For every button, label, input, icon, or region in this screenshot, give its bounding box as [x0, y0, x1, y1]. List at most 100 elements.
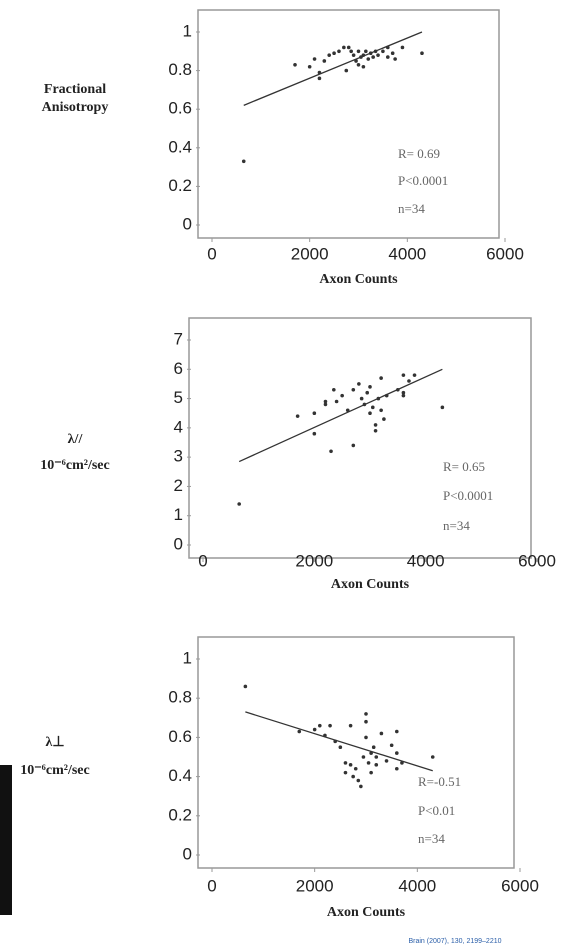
- point: [364, 719, 368, 724]
- point: [338, 745, 343, 749]
- point: [368, 411, 372, 416]
- point: [374, 763, 379, 767]
- point: [332, 51, 336, 56]
- point: [395, 766, 399, 771]
- point: [345, 408, 350, 413]
- point: [401, 373, 406, 377]
- point: [295, 414, 300, 418]
- y-tick-label: 0: [174, 534, 183, 553]
- point: [328, 723, 332, 728]
- point: [376, 396, 381, 401]
- point: [389, 743, 394, 748]
- point: [241, 159, 246, 164]
- point: [364, 735, 368, 740]
- point: [318, 723, 322, 728]
- point: [337, 49, 341, 54]
- point: [369, 751, 373, 755]
- point: [357, 382, 361, 386]
- point: [243, 684, 248, 689]
- point: [323, 733, 327, 738]
- point: [379, 376, 383, 380]
- x-tick-label: 6000: [486, 244, 524, 263]
- point: [365, 390, 370, 395]
- point: [332, 387, 336, 392]
- point: [361, 755, 366, 759]
- point: [351, 387, 356, 392]
- point: [356, 49, 361, 54]
- point: [351, 53, 356, 57]
- y-tick-label: 0.8: [168, 60, 192, 79]
- point: [359, 55, 363, 59]
- point: [293, 63, 297, 67]
- point: [407, 379, 411, 383]
- y-tick-label: 2: [174, 476, 183, 495]
- y-tick-label: 0: [183, 214, 192, 233]
- point: [312, 431, 317, 436]
- point: [323, 402, 328, 407]
- point: [317, 70, 322, 75]
- point: [340, 393, 344, 398]
- point: [384, 393, 389, 398]
- point: [322, 59, 327, 63]
- point: [351, 774, 355, 779]
- point: [382, 417, 386, 421]
- point: [373, 428, 378, 433]
- x-tick-label: 0: [207, 876, 216, 895]
- y-tick-label: 7: [174, 329, 183, 348]
- annotation: P<0.0001: [398, 173, 448, 188]
- y-tick-label: 1: [183, 21, 192, 40]
- point: [361, 64, 366, 69]
- citation: Brain (2007), 130, 2199–2210: [408, 938, 501, 945]
- point: [386, 55, 390, 59]
- y-tick-label: 0.2: [168, 805, 192, 824]
- x-tick-label: 6000: [501, 876, 539, 895]
- trendline: [243, 31, 423, 106]
- point: [364, 712, 368, 716]
- point: [312, 727, 317, 732]
- plot-frame: [197, 636, 515, 869]
- point: [343, 770, 348, 775]
- annotation: P<0.01: [418, 803, 455, 818]
- annotation: P<0.0001: [443, 488, 493, 503]
- point: [400, 45, 405, 50]
- point: [343, 761, 348, 765]
- point: [348, 723, 353, 728]
- point: [359, 396, 364, 401]
- x-tick-label: 2000: [291, 244, 329, 263]
- point: [401, 390, 406, 395]
- annotation: n=34: [418, 831, 445, 846]
- plot-frame: [188, 317, 532, 559]
- point: [297, 729, 302, 734]
- point: [364, 49, 368, 54]
- point: [440, 405, 445, 410]
- point: [368, 51, 373, 56]
- y-tick-label: 0.6: [168, 727, 192, 746]
- x-tick-label: 6000: [518, 551, 556, 570]
- x-tick-label: 0: [198, 551, 207, 570]
- x-tick-label: 4000: [388, 244, 426, 263]
- trendline: [238, 368, 443, 463]
- y-tick-label: 0.4: [168, 766, 192, 785]
- point: [395, 729, 399, 734]
- point: [344, 68, 349, 73]
- y-tick-label: 0: [183, 844, 192, 863]
- trendline: [245, 711, 433, 772]
- y-tick-label: 5: [174, 388, 183, 407]
- y-axis-label: 10⁻⁶cm²/sec: [40, 458, 109, 473]
- x-tick-label: 2000: [295, 551, 333, 570]
- point: [362, 402, 367, 407]
- point: [379, 731, 384, 736]
- point: [395, 751, 399, 755]
- point: [420, 51, 424, 56]
- annotation: R=-0.51: [418, 774, 461, 789]
- point: [374, 755, 379, 759]
- x-tick-label: 2000: [296, 876, 334, 895]
- y-axis-label: 10⁻⁶cm²/sec: [20, 763, 89, 778]
- x-axis-label: Axon Counts: [331, 577, 410, 592]
- point: [371, 55, 375, 59]
- point: [307, 64, 312, 69]
- point: [373, 423, 378, 427]
- point: [400, 761, 404, 765]
- point: [349, 49, 353, 54]
- point: [370, 405, 375, 410]
